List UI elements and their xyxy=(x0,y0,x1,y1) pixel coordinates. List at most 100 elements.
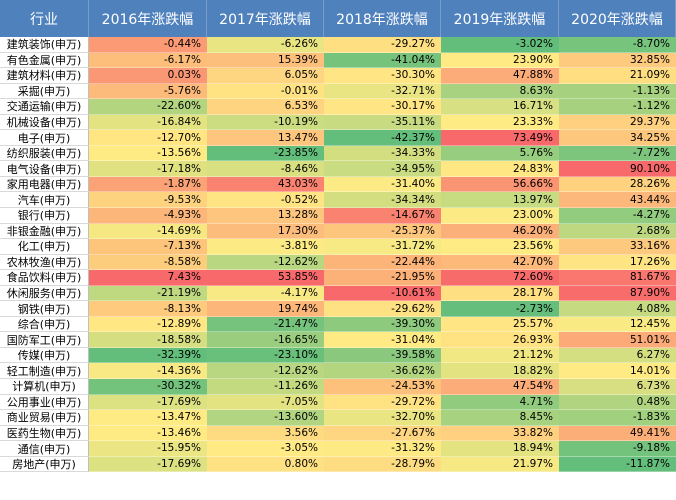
value-cell: -12.89% xyxy=(89,316,207,333)
value-cell: -9.18% xyxy=(559,441,676,457)
value-cell: -14.69% xyxy=(89,223,207,240)
value-cell: 13.47% xyxy=(207,130,324,146)
value-cell: -0.01% xyxy=(207,83,324,100)
value-cell: 90.10% xyxy=(559,161,676,177)
value-cell: 87.90% xyxy=(559,285,676,302)
industry-cell: 传媒(申万) xyxy=(0,347,89,364)
value-cell: -28.79% xyxy=(324,456,441,473)
industry-cell: 电子(申万) xyxy=(0,130,89,146)
value-cell: -14.67% xyxy=(324,208,441,224)
value-cell: -34.34% xyxy=(324,192,441,209)
value-cell: 2.68% xyxy=(559,223,676,240)
value-cell: 73.49% xyxy=(441,130,559,146)
value-cell: 8.63% xyxy=(441,83,559,100)
industry-cell: 国防军工(申万) xyxy=(0,332,89,348)
industry-cell: 建筑材料(申万) xyxy=(0,68,89,84)
value-cell: -27.67% xyxy=(324,425,441,442)
value-cell: -7.05% xyxy=(207,394,324,411)
value-cell: -5.76% xyxy=(89,83,207,100)
value-cell: 13.97% xyxy=(441,192,559,209)
value-cell: 8.45% xyxy=(441,410,559,426)
value-cell: -8.46% xyxy=(207,161,324,177)
value-cell: -30.17% xyxy=(324,99,441,115)
value-cell: -13.47% xyxy=(89,410,207,426)
value-cell: 32.85% xyxy=(559,52,676,69)
industry-cell: 采掘(申万) xyxy=(0,83,89,100)
value-cell: 21.97% xyxy=(441,456,559,473)
value-cell: -30.32% xyxy=(89,379,207,395)
value-cell: -3.05% xyxy=(207,441,324,457)
value-cell: 29.37% xyxy=(559,114,676,131)
value-cell: -29.72% xyxy=(324,394,441,411)
value-cell: -0.52% xyxy=(207,192,324,209)
value-cell: -32.71% xyxy=(324,83,441,100)
value-cell: 47.88% xyxy=(441,68,559,84)
value-cell: 4.08% xyxy=(559,301,676,317)
industry-cell: 银行(申万) xyxy=(0,208,89,224)
value-cell: 21.12% xyxy=(441,347,559,364)
value-cell: 47.54% xyxy=(441,379,559,395)
value-cell: 26.93% xyxy=(441,332,559,348)
value-cell: -1.87% xyxy=(89,176,207,193)
value-cell: -22.60% xyxy=(89,99,207,115)
value-cell: -32.39% xyxy=(89,347,207,364)
industry-cell: 休闲服务(申万) xyxy=(0,285,89,302)
header-year-2017: 2017年涨跌幅 xyxy=(207,0,324,37)
value-cell: 23.56% xyxy=(441,239,559,255)
industry-cell: 化工(申万) xyxy=(0,239,89,255)
value-cell: -31.32% xyxy=(324,441,441,457)
value-cell: 42.70% xyxy=(441,254,559,271)
value-cell: 6.73% xyxy=(559,379,676,395)
value-cell: 0.03% xyxy=(89,68,207,84)
industry-cell: 钢铁(申万) xyxy=(0,301,89,317)
value-cell: 21.09% xyxy=(559,68,676,84)
value-cell: -21.95% xyxy=(324,270,441,286)
value-cell: -1.83% xyxy=(559,410,676,426)
value-cell: -24.53% xyxy=(324,379,441,395)
value-cell: -8.58% xyxy=(89,254,207,271)
value-cell: -12.62% xyxy=(207,254,324,271)
header-year-2016: 2016年涨跌幅 xyxy=(89,0,207,37)
value-cell: -29.62% xyxy=(324,301,441,317)
value-cell: 7.43% xyxy=(89,270,207,286)
value-cell: -13.60% xyxy=(207,410,324,426)
value-cell: -8.70% xyxy=(559,37,676,53)
value-cell: -3.02% xyxy=(441,37,559,53)
value-cell: 6.53% xyxy=(207,99,324,115)
value-cell: -17.18% xyxy=(89,161,207,177)
header-industry: 行业 xyxy=(0,0,89,37)
industry-cell: 综合(申万) xyxy=(0,316,89,333)
value-cell: -34.95% xyxy=(324,161,441,177)
value-cell: -32.70% xyxy=(324,410,441,426)
industry-cell: 通信(申万) xyxy=(0,441,89,457)
industry-cell: 商业贸易(申万) xyxy=(0,410,89,426)
value-cell: -9.53% xyxy=(89,192,207,209)
value-cell: 14.01% xyxy=(559,363,676,380)
industry-cell: 交通运输(申万) xyxy=(0,99,89,115)
value-cell: -8.13% xyxy=(89,301,207,317)
value-cell: 18.94% xyxy=(441,441,559,457)
value-cell: -34.33% xyxy=(324,145,441,162)
value-cell: -36.62% xyxy=(324,363,441,380)
value-cell: -31.04% xyxy=(324,332,441,348)
industry-cell: 纺织服装(申万) xyxy=(0,145,89,162)
value-cell: 72.60% xyxy=(441,270,559,286)
industry-cell: 有色金属(申万) xyxy=(0,52,89,69)
value-cell: 5.76% xyxy=(441,145,559,162)
value-cell: -6.17% xyxy=(89,52,207,69)
value-cell: -10.19% xyxy=(207,114,324,131)
industry-cell: 房地产(申万) xyxy=(0,456,89,473)
value-cell: 23.90% xyxy=(441,52,559,69)
value-cell: -4.27% xyxy=(559,208,676,224)
value-cell: 19.74% xyxy=(207,301,324,317)
value-cell: -42.37% xyxy=(324,130,441,146)
industry-cell: 医药生物(申万) xyxy=(0,425,89,442)
value-cell: -16.84% xyxy=(89,114,207,131)
value-cell: -22.44% xyxy=(324,254,441,271)
value-cell: 43.03% xyxy=(207,176,324,193)
header-year-2018: 2018年涨跌幅 xyxy=(324,0,441,37)
value-cell: 23.33% xyxy=(441,114,559,131)
value-cell: -17.69% xyxy=(89,456,207,473)
value-cell: 33.16% xyxy=(559,239,676,255)
value-cell: -13.46% xyxy=(89,425,207,442)
